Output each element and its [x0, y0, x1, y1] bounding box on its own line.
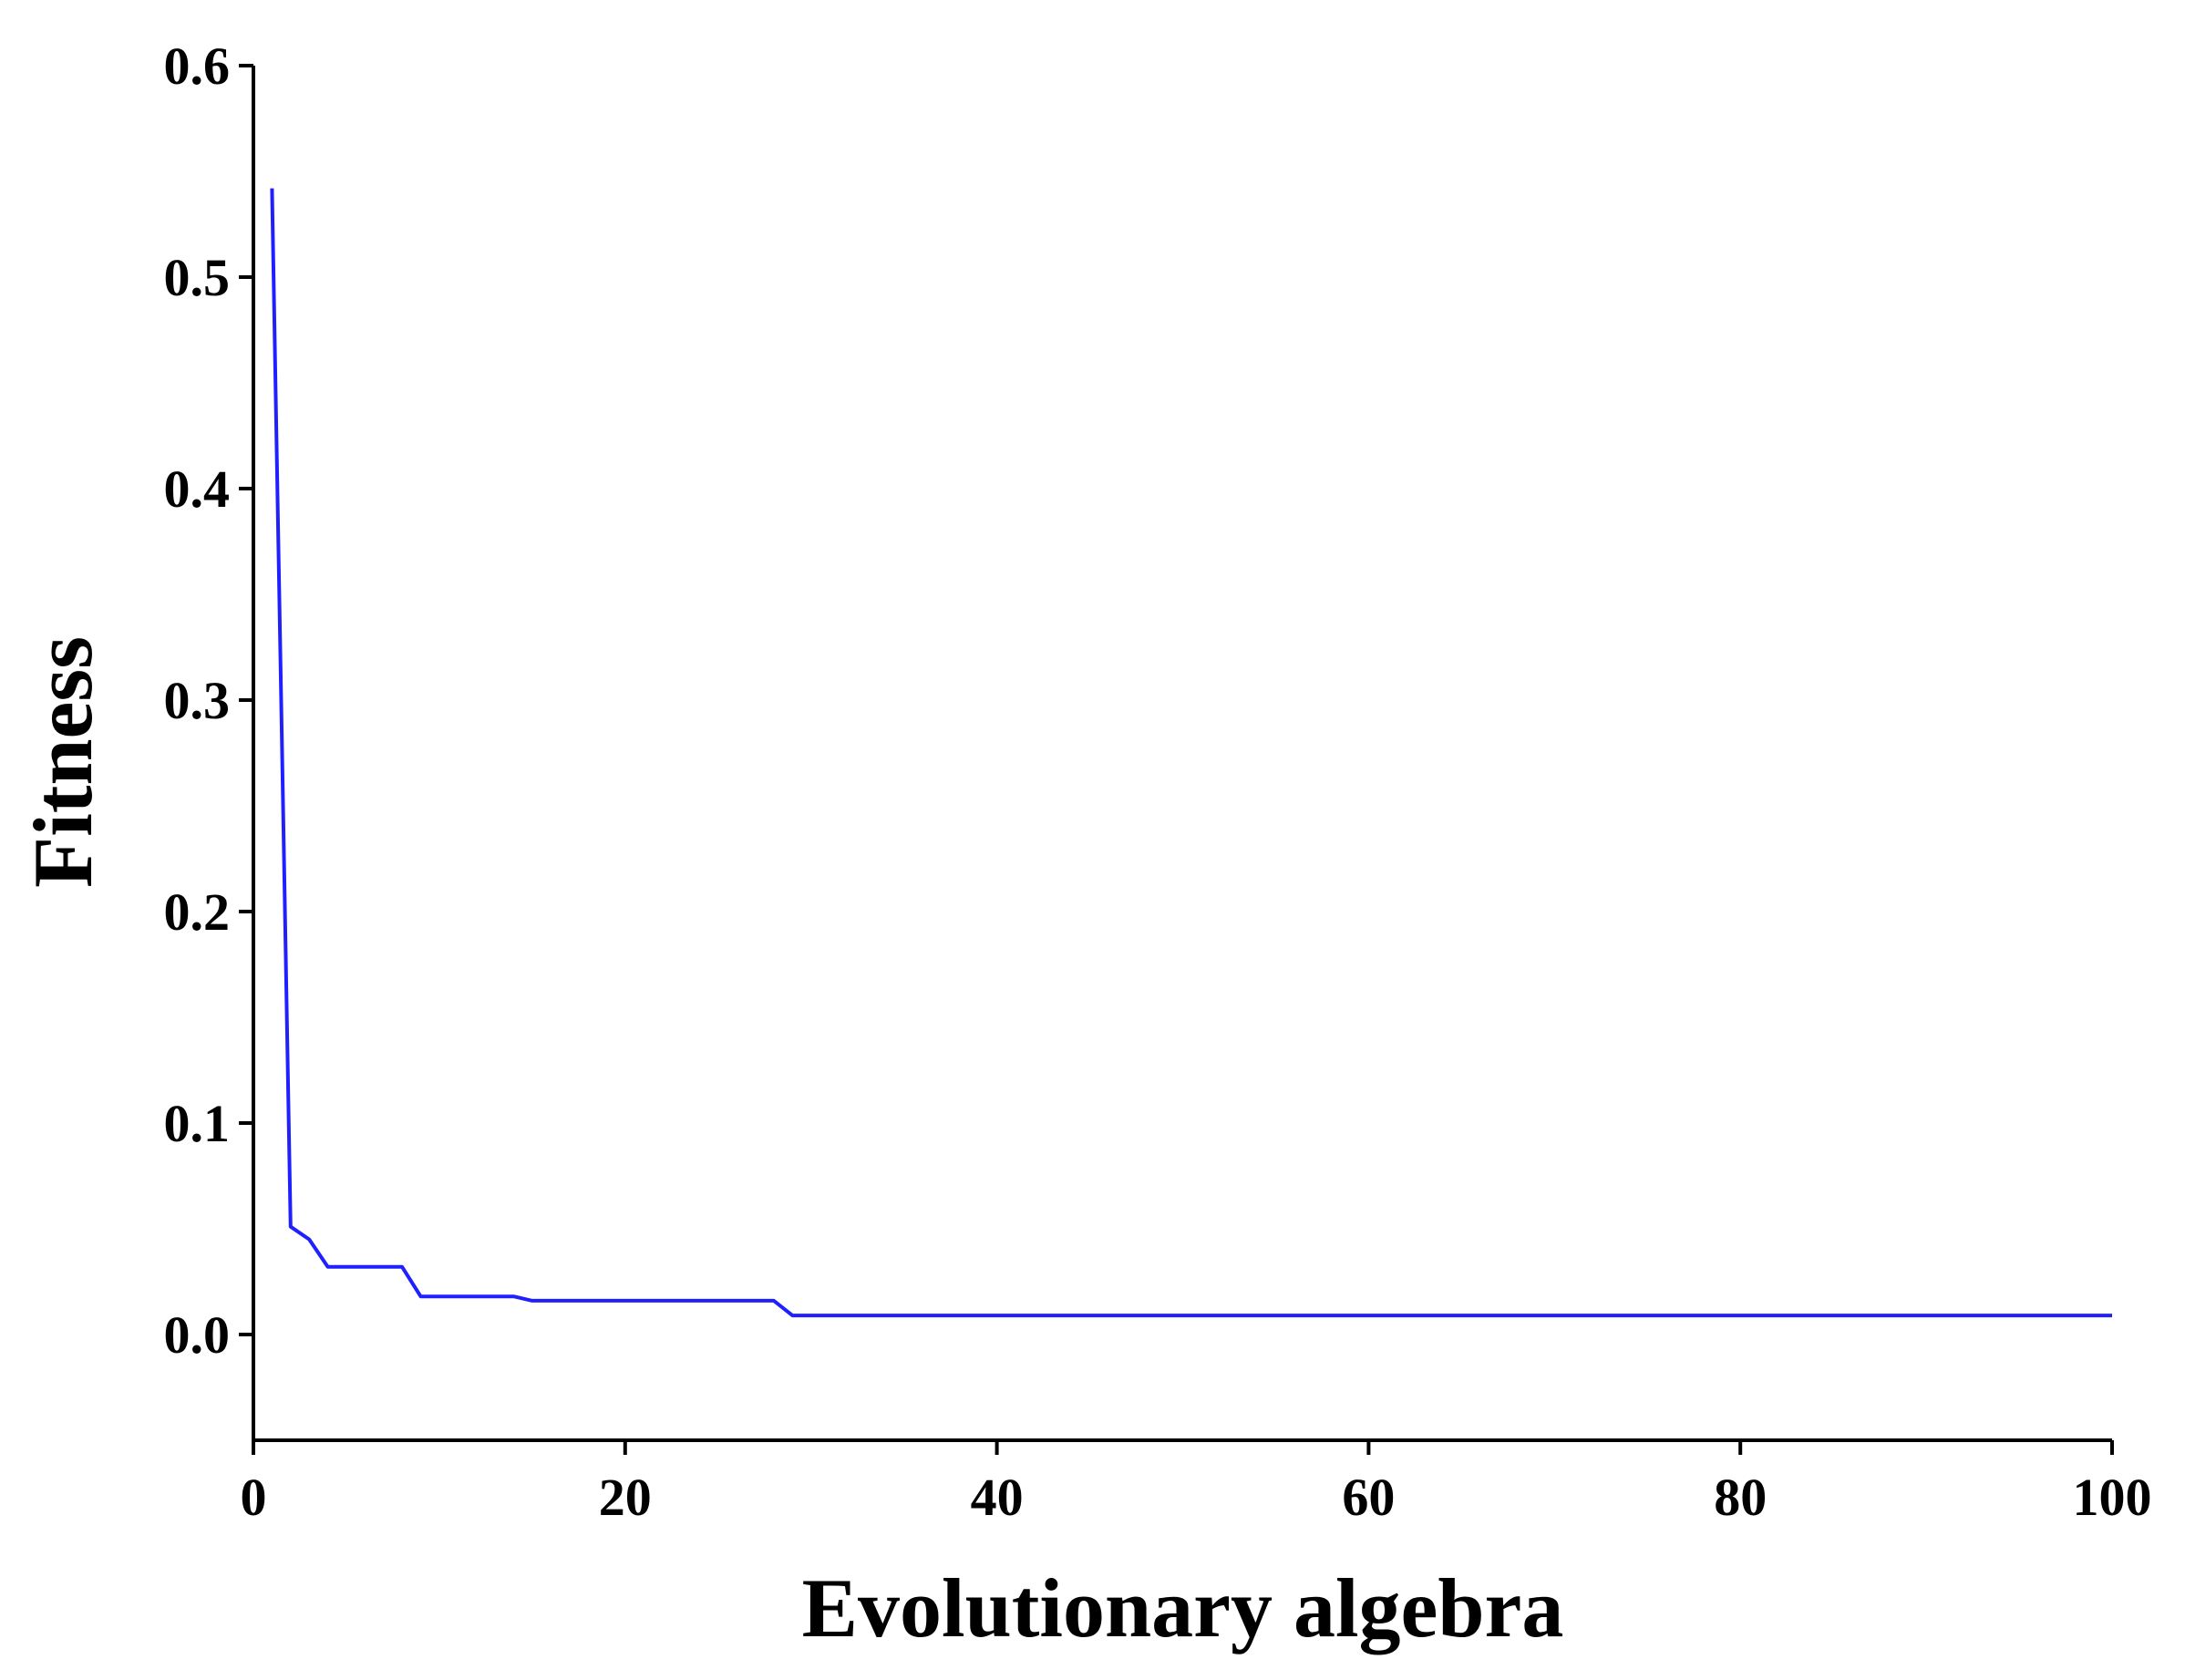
- x-axis: 0 20 40 60 80 100: [241, 1438, 2152, 1527]
- x-tick-label-60: 60: [1342, 1468, 1395, 1527]
- series-line-0: [270, 188, 2112, 1318]
- y-tick-label-0.4: 0.4: [164, 459, 231, 519]
- y-tick-label-0.6: 0.6: [164, 36, 231, 96]
- y-tick-label-0.3: 0.3: [164, 671, 231, 730]
- x-tick-label-80: 80: [1714, 1468, 1767, 1527]
- x-axis-title: Evolutionary algebra: [802, 1561, 1564, 1654]
- y-tick-label-0.2: 0.2: [164, 882, 231, 942]
- y-tick-label-0.1: 0.1: [164, 1094, 231, 1153]
- series-layer: [270, 188, 2112, 1318]
- x-tick-label-20: 20: [599, 1468, 652, 1527]
- y-axis: 0.0 0.1 0.2 0.3 0.4 0.5 0.6: [164, 36, 255, 1440]
- y-tick-label-0.5: 0.5: [164, 248, 231, 307]
- x-tick-label-40: 40: [971, 1468, 1024, 1527]
- y-tick-label-0.0: 0.0: [164, 1305, 231, 1365]
- x-tick-label-0: 0: [241, 1468, 267, 1527]
- x-tick-label-100: 100: [2073, 1468, 2152, 1527]
- y-axis-title: Fitness: [16, 636, 109, 888]
